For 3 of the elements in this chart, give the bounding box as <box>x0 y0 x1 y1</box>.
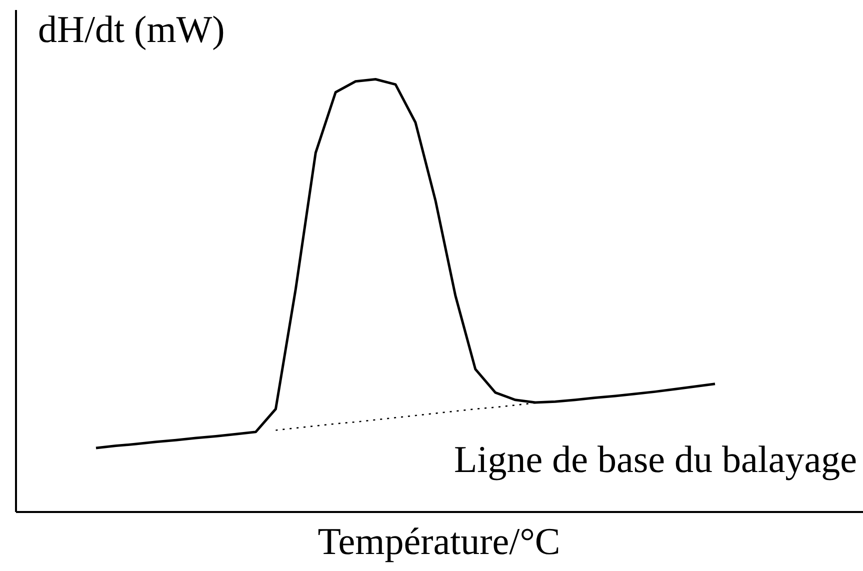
annotation: Ligne de base du balayage <box>454 438 857 482</box>
x-axis-title: Température/°C <box>316 520 562 564</box>
y-axis-title: dH/dt (mW) <box>38 8 225 52</box>
